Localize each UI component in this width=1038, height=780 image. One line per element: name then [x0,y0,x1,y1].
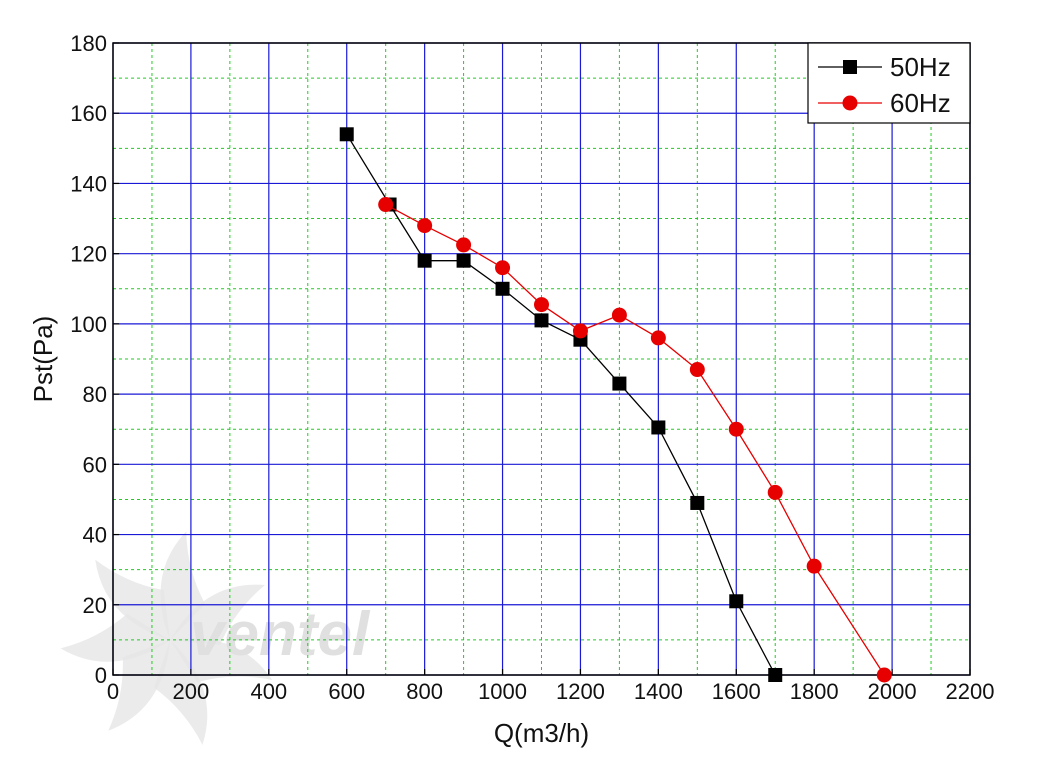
watermark-fan-blade [170,638,273,683]
x-tick-label: 2000 [868,679,917,704]
data-point-50Hz [495,281,510,296]
legend-marker-60Hz [842,95,858,111]
data-point-50Hz [651,420,666,435]
data-point-50Hz [417,253,432,268]
data-point-60Hz [767,484,783,500]
x-tick-label: 1400 [634,679,683,704]
minor-grid [113,43,970,675]
data-point-60Hz [728,421,744,437]
y-axis-title: Pst(Pa) [28,316,58,403]
x-tick-label: 1800 [790,679,839,704]
x-tick-label: 400 [250,679,287,704]
x-tick-label: 0 [107,679,119,704]
data-point-60Hz [876,667,892,683]
data-point-60Hz [456,237,472,253]
watermark-fan-blade [95,559,170,640]
series-layer [339,127,892,683]
x-axis-title: Q(m3/h) [494,718,589,748]
data-point-60Hz [611,307,627,323]
series-60Hz [378,197,892,683]
legend-box [807,42,971,124]
legend-label-50Hz: 50Hz [890,52,951,82]
data-point-60Hz [534,297,549,313]
y-tick-label: 160 [70,101,107,126]
watermark-fan-blade [108,640,170,731]
x-tick-label: 800 [406,679,443,704]
data-point-50Hz [456,253,471,268]
y-tick-label: 20 [83,593,107,618]
y-axis-ticks: 0 20 40 60 80 100 120 140 160 180 [70,31,119,688]
y-tick-label: 120 [70,242,107,267]
data-point-50Hz [339,127,354,142]
legend-marker-50Hz [843,60,857,74]
plot-frame [112,42,971,676]
data-point-50Hz [768,668,783,682]
series-50Hz [339,127,783,682]
data-point-50Hz [690,495,705,510]
data-point-60Hz [650,330,666,346]
y-tick-label: 0 [95,663,107,688]
y-tick-label: 140 [70,171,107,196]
data-point-60Hz [689,362,705,378]
watermark-fan-blade [160,531,206,640]
legend-label-60Hz: 60Hz [890,88,951,118]
y-tick-label: 180 [70,31,107,56]
series-line-50Hz [346,133,776,676]
data-point-50Hz [729,594,744,609]
data-point-60Hz [495,260,511,276]
x-tick-label: 1000 [478,679,527,704]
x-tick-label: 1200 [556,679,605,704]
y-tick-label: 40 [83,523,107,548]
watermark-fan-blade [170,584,265,645]
data-point-60Hz [806,558,822,574]
data-point-50Hz [612,376,627,391]
watermark-text: ventel [190,600,371,669]
x-tick-label: 200 [173,679,210,704]
y-tick-label: 60 [83,452,107,477]
x-tick-label: 1600 [712,679,761,704]
watermark-logo: ventel [60,531,371,745]
legend: 50Hz 60Hz [807,42,971,124]
watermark-fan-blade [153,640,208,745]
y-tick-label: 80 [83,382,107,407]
x-tick-label: 2200 [946,679,995,704]
data-point-60Hz [417,218,433,234]
y-tick-label: 100 [70,312,107,337]
data-point-50Hz [534,313,549,328]
data-point-60Hz [572,323,588,339]
data-point-60Hz [378,197,394,213]
x-axis-ticks: 0 200 400 600 800 1000 1200 1400 1600 1800 2000 220… [107,669,995,704]
x-tick-label: 600 [328,679,365,704]
